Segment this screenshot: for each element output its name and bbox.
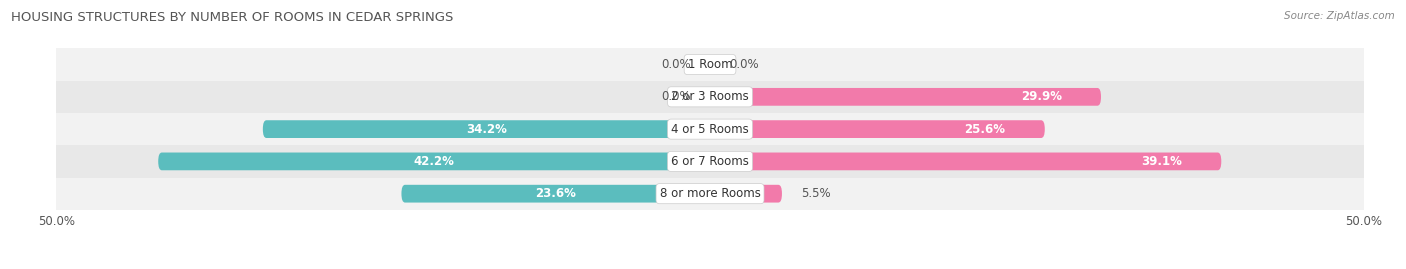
Text: 42.2%: 42.2% [413,155,454,168]
Text: 6 or 7 Rooms: 6 or 7 Rooms [671,155,749,168]
Text: HOUSING STRUCTURES BY NUMBER OF ROOMS IN CEDAR SPRINGS: HOUSING STRUCTURES BY NUMBER OF ROOMS IN… [11,11,454,24]
Text: 1 Room: 1 Room [688,58,733,71]
Bar [56,48,1364,81]
FancyBboxPatch shape [710,153,1222,170]
Text: 25.6%: 25.6% [965,123,1005,136]
FancyBboxPatch shape [710,185,782,203]
Bar [56,178,1364,210]
Text: 34.2%: 34.2% [465,123,508,136]
FancyBboxPatch shape [159,153,710,170]
Text: 8 or more Rooms: 8 or more Rooms [659,187,761,200]
Bar [56,113,1364,145]
Bar [56,81,1364,113]
Text: 4 or 5 Rooms: 4 or 5 Rooms [671,123,749,136]
Text: 0.0%: 0.0% [661,58,690,71]
Text: 29.9%: 29.9% [1021,90,1062,103]
FancyBboxPatch shape [402,185,710,203]
Text: 5.5%: 5.5% [801,187,831,200]
Text: Source: ZipAtlas.com: Source: ZipAtlas.com [1284,11,1395,21]
Bar [56,145,1364,178]
FancyBboxPatch shape [710,88,1101,106]
Text: 0.0%: 0.0% [730,58,759,71]
Text: 0.0%: 0.0% [661,90,690,103]
Text: 2 or 3 Rooms: 2 or 3 Rooms [671,90,749,103]
Text: 23.6%: 23.6% [536,187,576,200]
Text: 39.1%: 39.1% [1142,155,1182,168]
FancyBboxPatch shape [263,120,710,138]
FancyBboxPatch shape [710,120,1045,138]
